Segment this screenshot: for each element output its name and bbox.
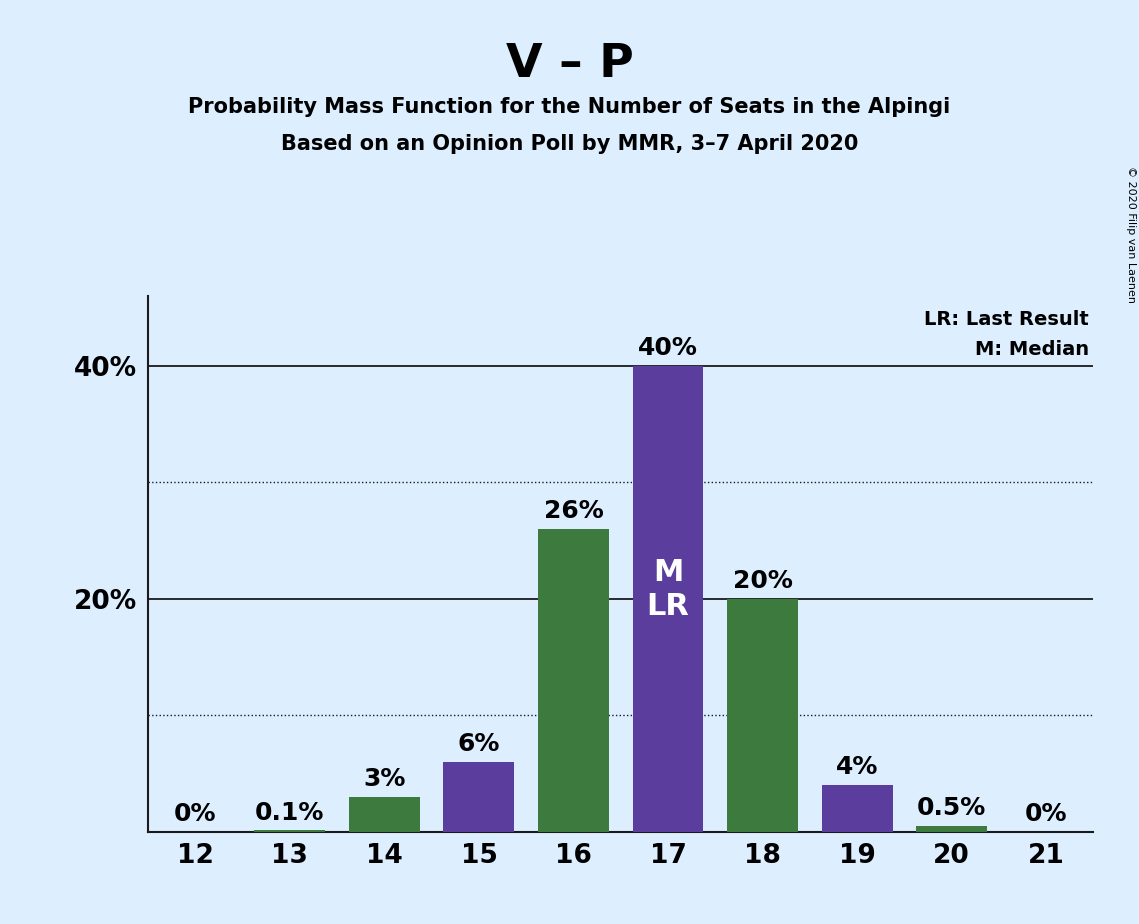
Text: M: Median: M: Median	[975, 340, 1089, 359]
Text: 20%: 20%	[732, 569, 793, 593]
Bar	[443, 761, 515, 832]
Bar	[821, 785, 893, 832]
Text: 40%: 40%	[638, 335, 698, 359]
Bar	[538, 529, 609, 832]
Bar	[916, 826, 988, 832]
Text: 0%: 0%	[1025, 802, 1067, 826]
Text: 0.5%: 0.5%	[917, 796, 986, 820]
Text: V – P: V – P	[506, 42, 633, 87]
Text: Probability Mass Function for the Number of Seats in the Alpingi: Probability Mass Function for the Number…	[188, 97, 951, 117]
Text: 3%: 3%	[363, 767, 405, 791]
Text: 4%: 4%	[836, 755, 878, 779]
Text: LR: Last Result: LR: Last Result	[924, 310, 1089, 329]
Text: Based on an Opinion Poll by MMR, 3–7 April 2020: Based on an Opinion Poll by MMR, 3–7 Apr…	[281, 134, 858, 154]
Text: © 2020 Filip van Laenen: © 2020 Filip van Laenen	[1126, 166, 1136, 303]
Bar	[254, 831, 326, 832]
Bar	[349, 796, 420, 832]
Bar	[632, 366, 704, 832]
Text: 6%: 6%	[458, 732, 500, 756]
Text: 0.1%: 0.1%	[255, 800, 325, 824]
Text: 0%: 0%	[174, 802, 216, 826]
Text: M
LR: M LR	[647, 558, 689, 621]
Text: 26%: 26%	[543, 499, 604, 523]
Bar	[727, 599, 798, 832]
